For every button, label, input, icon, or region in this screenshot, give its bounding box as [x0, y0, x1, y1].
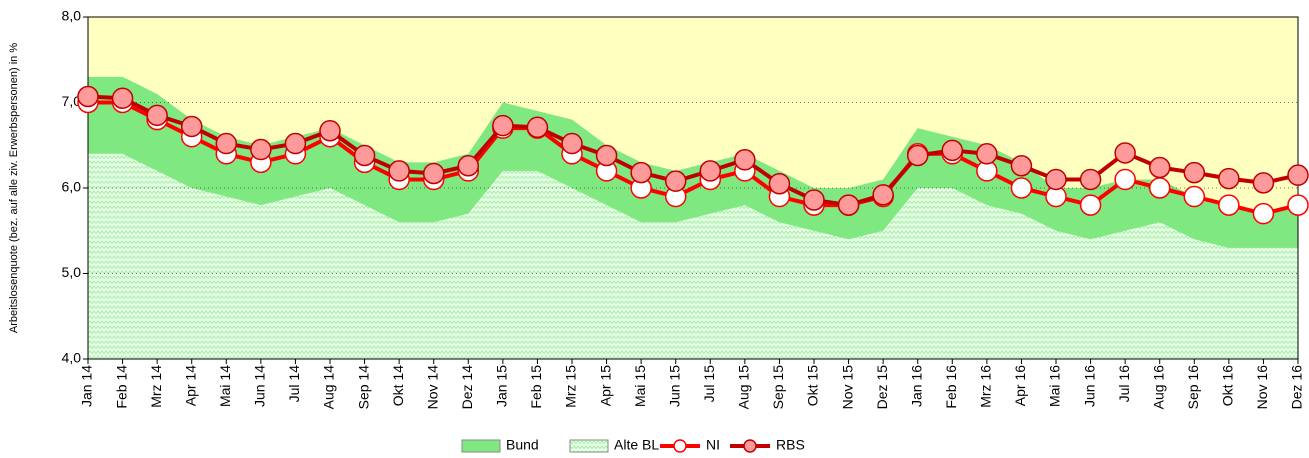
x-tick-label: Nov 16 — [1254, 365, 1270, 410]
marker — [1252, 202, 1275, 225]
marker — [595, 144, 618, 167]
marker — [941, 139, 964, 162]
x-tick-label: Jan 16 — [908, 365, 924, 407]
marker — [630, 161, 652, 184]
marker — [1010, 177, 1033, 199]
marker — [388, 160, 410, 182]
legend-marker — [673, 439, 687, 453]
y-tick-label: 6,0 — [62, 179, 82, 195]
marker — [1183, 185, 1206, 208]
marker — [1045, 168, 1067, 191]
x-tick-label: Apr 14 — [182, 365, 198, 406]
marker — [803, 189, 825, 211]
marker — [77, 85, 99, 108]
plot-border — [87, 16, 1299, 360]
x-tick-label: Mrz 14 — [148, 365, 164, 408]
x-tick-label: Jan 14 — [79, 365, 95, 407]
x-tick-label: Apr 15 — [597, 365, 613, 406]
marker — [457, 155, 480, 177]
legend-label: RBS — [776, 437, 805, 453]
x-tick-label: Feb 15 — [528, 365, 544, 409]
marker — [319, 119, 341, 142]
x-tick-label: Apr 16 — [1012, 365, 1028, 406]
x-tick-label: Sep 15 — [770, 365, 786, 410]
x-tick-label: Aug 15 — [736, 365, 752, 410]
x-tick-label: Dez 14 — [459, 365, 475, 410]
marker — [1114, 142, 1136, 164]
marker — [1079, 168, 1102, 191]
legend-label: Alte BL — [614, 437, 659, 453]
marker — [284, 132, 307, 155]
marker — [1287, 194, 1309, 216]
marker — [422, 162, 445, 185]
x-tick-label: Jun 16 — [1081, 365, 1097, 407]
marker — [111, 87, 134, 109]
x-tick-label: Okt 16 — [1220, 365, 1236, 406]
marker — [1183, 161, 1206, 184]
x-tick-label: Mrz 15 — [563, 365, 579, 408]
x-tick-label: Jul 16 — [1116, 365, 1132, 403]
x-tick-label: Feb 14 — [113, 365, 129, 409]
marker — [492, 114, 514, 137]
legend-label: NI — [706, 437, 720, 453]
y-tick-label: 7,0 — [62, 93, 82, 109]
x-tick-label: Nov 14 — [424, 365, 440, 410]
x-tick-label: Nov 15 — [839, 365, 855, 410]
x-tick-label: Aug 16 — [1150, 365, 1166, 410]
marker — [976, 143, 998, 165]
marker — [837, 194, 860, 216]
x-tick-label: Okt 14 — [390, 365, 406, 406]
marker — [1114, 168, 1136, 191]
x-tick-label: Mai 15 — [632, 365, 648, 407]
marker — [768, 172, 791, 195]
y-tick-label: 5,0 — [62, 264, 82, 280]
legend-swatch — [461, 439, 501, 453]
x-tick-label: Dez 16 — [1289, 365, 1305, 410]
marker — [1079, 194, 1102, 216]
x-tick-label: Okt 15 — [805, 365, 821, 406]
marker — [180, 115, 203, 138]
marker — [561, 132, 583, 155]
marker — [1148, 156, 1171, 179]
marker — [1010, 155, 1033, 177]
x-tick-label: Jun 14 — [252, 365, 268, 407]
area — [88, 153, 1298, 359]
marker — [146, 104, 168, 127]
x-tick-label: Sep 14 — [355, 365, 371, 410]
legend-marker — [743, 439, 757, 453]
marker — [1252, 172, 1275, 194]
legend-label: Bund — [506, 437, 539, 453]
marker — [872, 184, 894, 206]
marker — [250, 138, 272, 161]
marker — [734, 149, 756, 171]
x-tick-label: Jul 15 — [701, 365, 717, 403]
y-axis-label: Arbeitslosenquote (bez. auf alle ziv. Er… — [8, 43, 20, 333]
x-tick-label: Mai 14 — [217, 365, 233, 407]
marker — [906, 144, 929, 167]
marker — [1218, 194, 1240, 216]
marker — [664, 170, 687, 192]
marker — [1148, 177, 1171, 199]
marker — [526, 116, 549, 139]
x-tick-label: Mrz 16 — [978, 365, 994, 408]
x-tick-label: Dez 15 — [874, 365, 890, 410]
x-tick-label: Mai 16 — [1047, 365, 1063, 407]
marker — [353, 144, 376, 167]
x-tick-label: Aug 14 — [321, 365, 337, 410]
marker — [1218, 167, 1240, 190]
marker — [1287, 164, 1309, 186]
marker — [699, 160, 722, 182]
x-tick-label: Feb 16 — [943, 365, 959, 409]
marker — [215, 132, 238, 155]
y-tick-label: 4,0 — [62, 350, 82, 366]
x-tick-label: Jul 14 — [286, 365, 302, 403]
x-tick-label: Sep 16 — [1185, 365, 1201, 410]
x-tick-label: Jun 15 — [666, 365, 682, 407]
y-tick-label: 8,0 — [62, 8, 82, 24]
legend-swatch — [569, 439, 609, 453]
x-tick-label: Jan 15 — [494, 365, 510, 407]
